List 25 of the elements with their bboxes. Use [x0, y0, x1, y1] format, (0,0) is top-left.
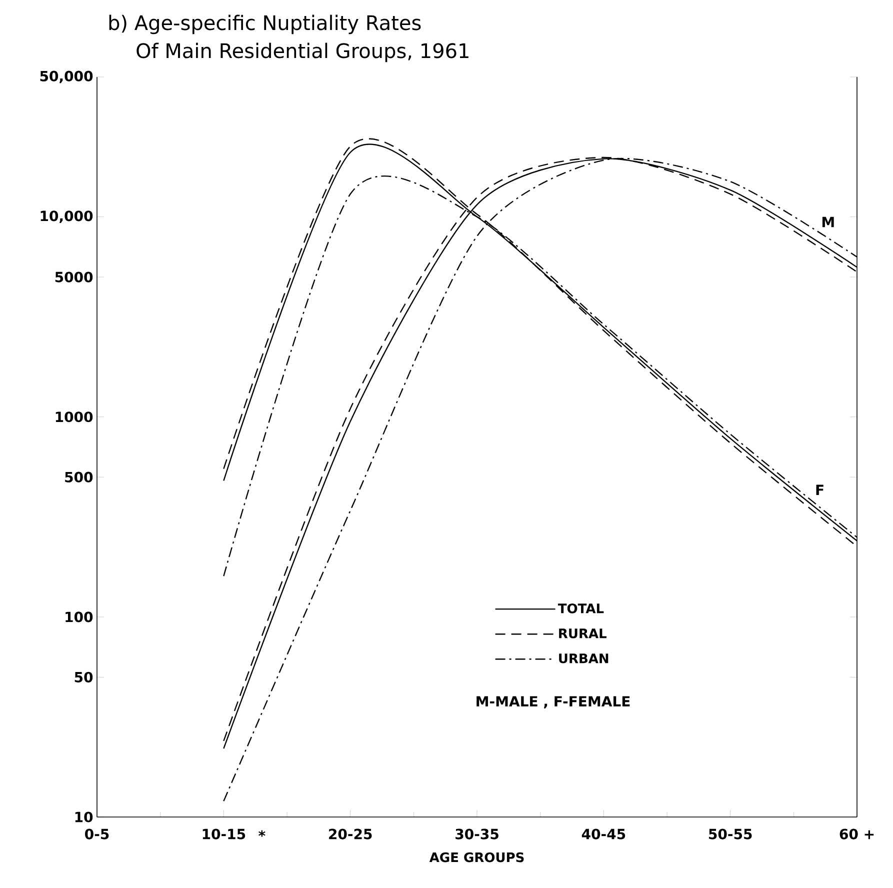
x-tick-label: 50-55: [709, 828, 752, 840]
x-tick-label: 10-15: [202, 828, 246, 840]
annotation: M-MALE , F-FEMALE: [476, 696, 630, 708]
y-tick-label: 1000: [56, 412, 93, 422]
y-tick-label: 100: [66, 612, 93, 622]
y-tick-label: 5000: [55, 272, 93, 282]
x-tick-label: 30-35: [456, 828, 498, 840]
annotation: M: [822, 216, 834, 228]
x-tick-label: 0-5: [85, 828, 109, 840]
chart-subtitle: Of Main Residential Groups, 1961: [136, 42, 468, 62]
y-tick-label: 50: [74, 672, 93, 682]
chart-title: b) Age-specific Nuptiality Rates: [109, 14, 421, 34]
y-tick-label: 50,000: [40, 70, 93, 84]
x-tick-label: 20-25: [329, 828, 372, 840]
y-tick-label: 10,000: [40, 210, 93, 224]
x-axis-title: AGE GROUPS: [429, 852, 524, 862]
text: *: [258, 830, 266, 837]
legend-label: URBAN: [559, 654, 608, 664]
y-tick-label: 500: [65, 472, 93, 482]
x-tick-label: 40-45: [582, 828, 626, 840]
y-tick-label: 10: [75, 812, 93, 822]
legend-label: TOTAL: [558, 603, 604, 614]
x-tick-label: 60 +: [840, 828, 874, 840]
legend-label: RURAL: [559, 628, 606, 638]
annotation: F: [816, 484, 824, 496]
